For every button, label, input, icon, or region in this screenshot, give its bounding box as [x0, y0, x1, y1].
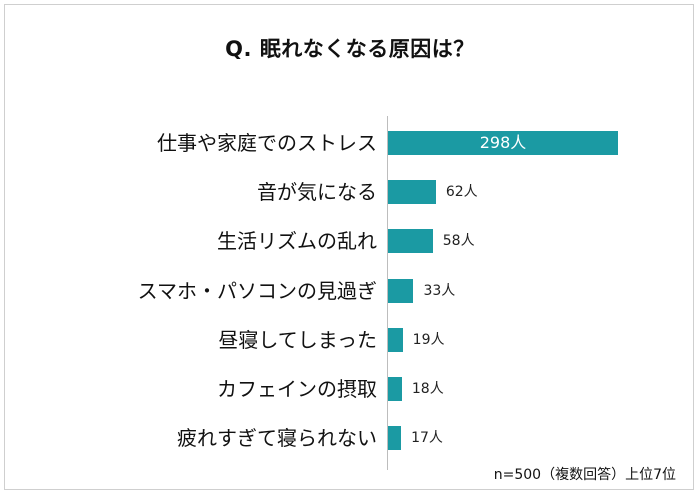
category-label: スマホ・パソコンの見過ぎ [137, 278, 377, 303]
bar [388, 327, 403, 352]
data-label: 33人 [423, 282, 456, 299]
bar [388, 278, 414, 303]
category-label: 音が気になる [257, 180, 377, 205]
y-axis-line [387, 116, 388, 470]
bar [388, 377, 402, 401]
category-label: 生活リズムの乱れ [217, 229, 377, 254]
category-label: 仕事や家庭でのストレス [157, 131, 377, 155]
data-label: 19人 [412, 331, 445, 348]
chart-frame [4, 4, 694, 490]
data-label: 17人 [411, 430, 443, 447]
sample-note: n=500（複数回答）上位7位 [493, 467, 676, 483]
data-label: 62人 [445, 184, 478, 201]
bar [388, 131, 618, 155]
category-label: 昼寝してしまった [218, 327, 377, 352]
category-label: 疲れすぎて寝られない [177, 426, 377, 451]
category-label: カフェインの摂取 [217, 377, 377, 401]
bar [388, 229, 433, 254]
bar [388, 426, 402, 451]
data-label: 18人 [411, 381, 444, 397]
bar [388, 180, 436, 205]
data-label: 298人 [479, 133, 527, 152]
data-label: 58人 [442, 233, 475, 250]
chart-title: Q. 眠れなくなる原因は？ [225, 37, 475, 61]
